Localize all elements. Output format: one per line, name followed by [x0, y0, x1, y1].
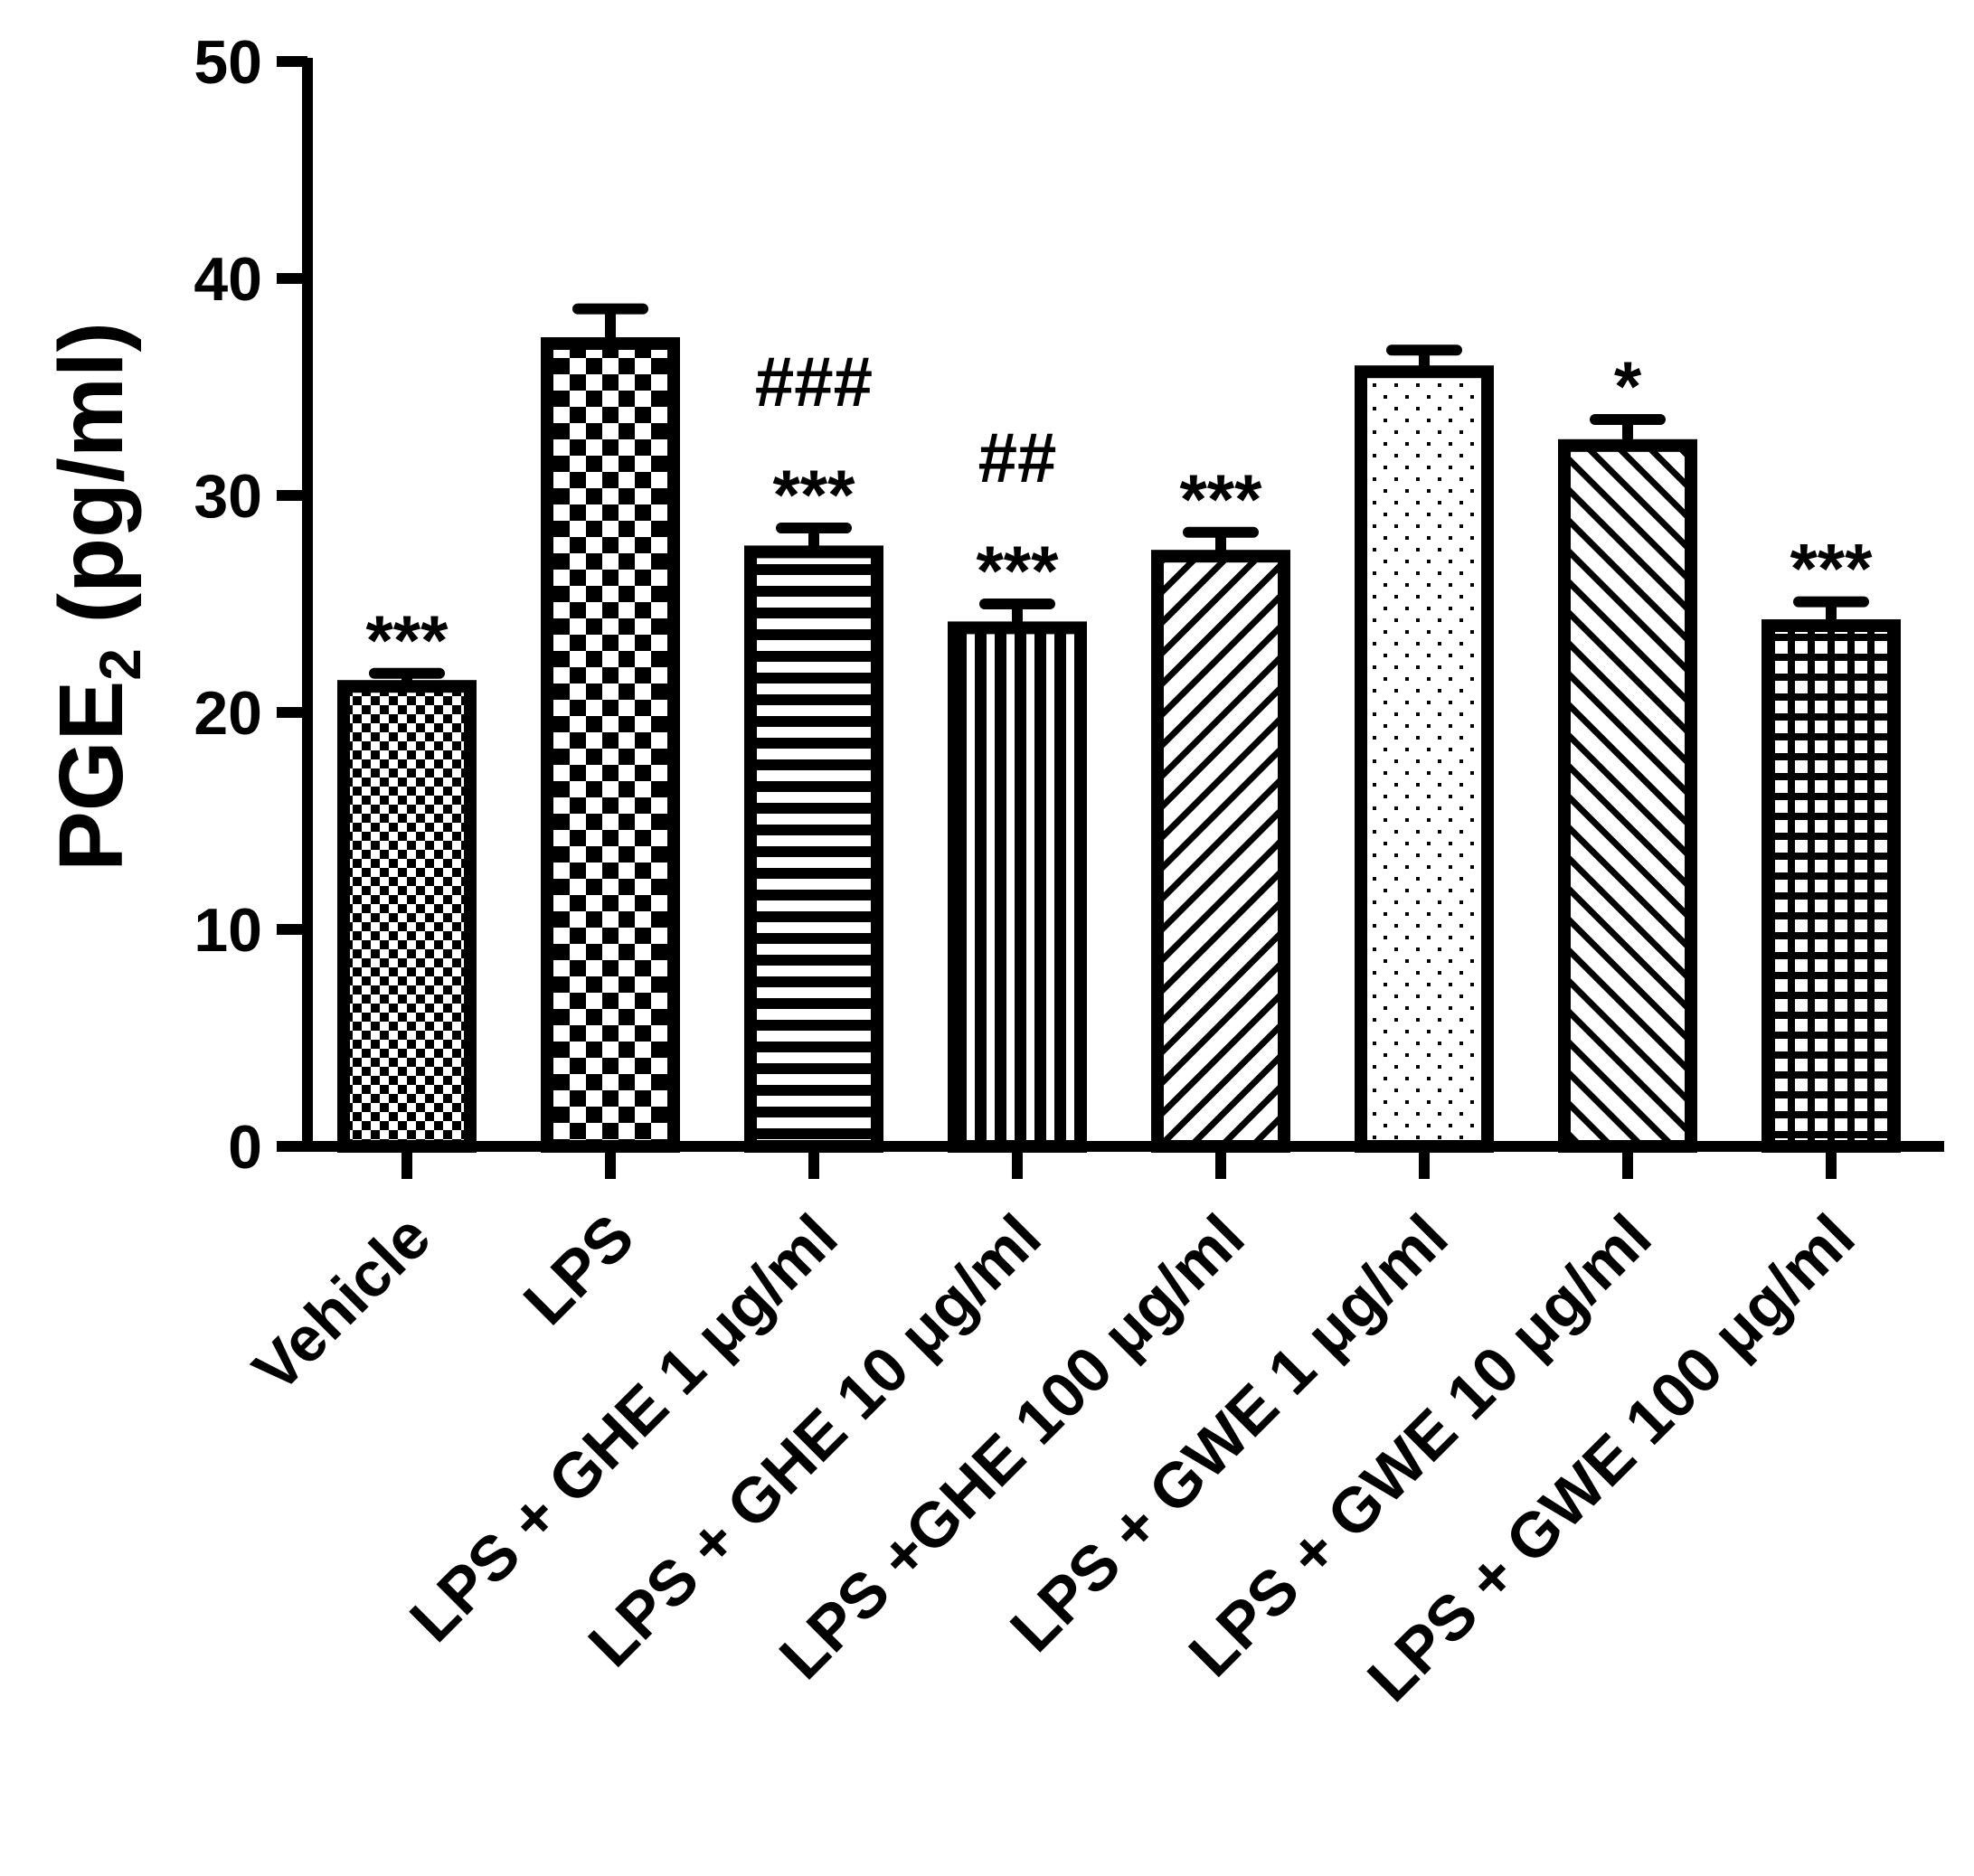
bar	[1151, 550, 1290, 1153]
annotations-layer: ******###***##*******	[365, 342, 1873, 680]
bar	[1558, 438, 1697, 1153]
significance-label: ***	[1790, 529, 1873, 608]
bar	[948, 621, 1087, 1153]
y-tick-label: 30	[194, 462, 262, 531]
significance-label: ###	[755, 342, 873, 421]
bar	[541, 337, 680, 1153]
significance-label: ***	[976, 531, 1059, 610]
y-tick-label: 10	[194, 896, 262, 965]
significance-label: ***	[772, 455, 855, 534]
bar	[1355, 365, 1494, 1153]
x-tick-label: LPS	[510, 1201, 647, 1337]
y-tick-label: 20	[194, 679, 262, 748]
bars-layer	[337, 303, 1901, 1153]
significance-label: ##	[978, 418, 1057, 497]
significance-label: ***	[1179, 459, 1262, 539]
significance-label: *	[1614, 346, 1642, 426]
y-axis-label: PGE2 (pg/ml)	[41, 322, 153, 872]
bar	[337, 680, 477, 1153]
bar	[1761, 619, 1901, 1153]
significance-label: ***	[365, 600, 449, 680]
y-tick-label: 50	[194, 28, 262, 97]
y-tick-label: 40	[194, 245, 262, 314]
axes-layer	[277, 56, 1944, 1179]
x-tick-label: Vehicle	[240, 1201, 444, 1405]
bar	[744, 545, 883, 1153]
y-tick-label: 0	[228, 1113, 262, 1182]
